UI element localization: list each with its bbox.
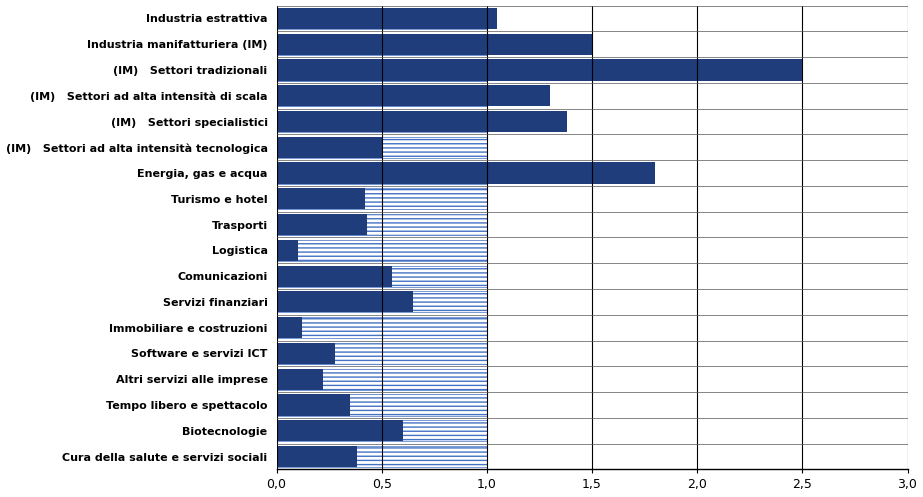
Bar	[277, 343, 335, 364]
Bar	[277, 8, 487, 29]
Bar	[277, 343, 487, 364]
Bar	[277, 163, 487, 183]
Bar	[277, 188, 487, 209]
Bar	[277, 8, 497, 29]
Bar	[277, 291, 487, 313]
Bar	[277, 137, 487, 158]
Bar	[277, 395, 487, 415]
Bar	[277, 111, 487, 132]
Bar	[277, 265, 392, 287]
Bar	[277, 369, 487, 390]
Bar	[277, 85, 550, 106]
Bar	[277, 240, 487, 261]
Bar	[277, 395, 350, 415]
Bar	[277, 446, 356, 467]
Bar	[277, 111, 567, 132]
Bar	[277, 240, 297, 261]
Bar	[277, 420, 487, 441]
Bar	[277, 214, 487, 235]
Bar	[277, 265, 487, 287]
Bar	[277, 163, 655, 183]
Bar	[277, 214, 367, 235]
Bar	[277, 60, 802, 81]
Bar	[277, 420, 402, 441]
Bar	[277, 34, 487, 55]
Bar	[277, 369, 323, 390]
Bar	[277, 163, 487, 183]
Bar	[277, 137, 382, 158]
Bar	[277, 446, 487, 467]
Bar	[277, 188, 365, 209]
Bar	[277, 291, 414, 313]
Bar	[277, 34, 592, 55]
Bar	[277, 317, 302, 338]
Bar	[277, 111, 487, 132]
Bar	[277, 317, 487, 338]
Bar	[277, 85, 487, 106]
Bar	[277, 60, 487, 81]
Bar	[277, 60, 487, 81]
Bar	[277, 85, 487, 106]
Bar	[277, 34, 487, 55]
Bar	[277, 8, 487, 29]
